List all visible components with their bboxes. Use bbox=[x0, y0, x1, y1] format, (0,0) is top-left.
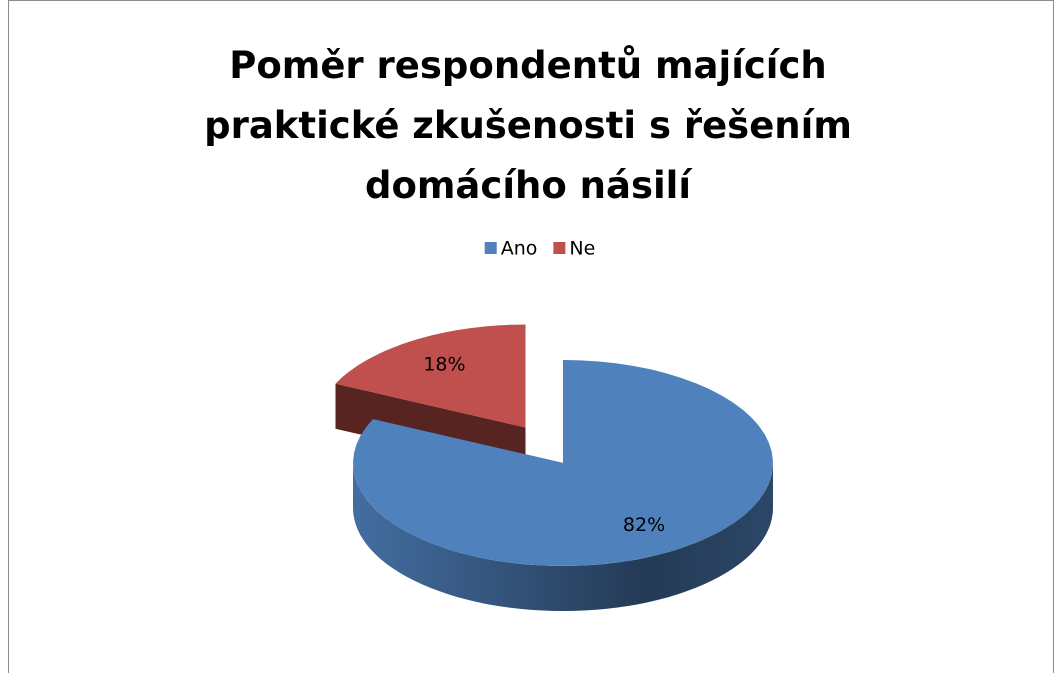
slice-side-shade bbox=[353, 463, 773, 611]
legend-swatch bbox=[484, 242, 497, 254]
slice bbox=[335, 324, 526, 428]
legend-label: Ne bbox=[569, 238, 595, 260]
legend-swatch bbox=[553, 242, 566, 254]
chart-frame bbox=[8, 0, 1054, 673]
legend-label: Ano bbox=[501, 238, 538, 260]
slice bbox=[353, 360, 773, 566]
chart-title: Poměr respondentů majících praktické zku… bbox=[204, 44, 852, 207]
data-label: 18% bbox=[423, 353, 465, 375]
data-label: 82% bbox=[623, 514, 665, 536]
